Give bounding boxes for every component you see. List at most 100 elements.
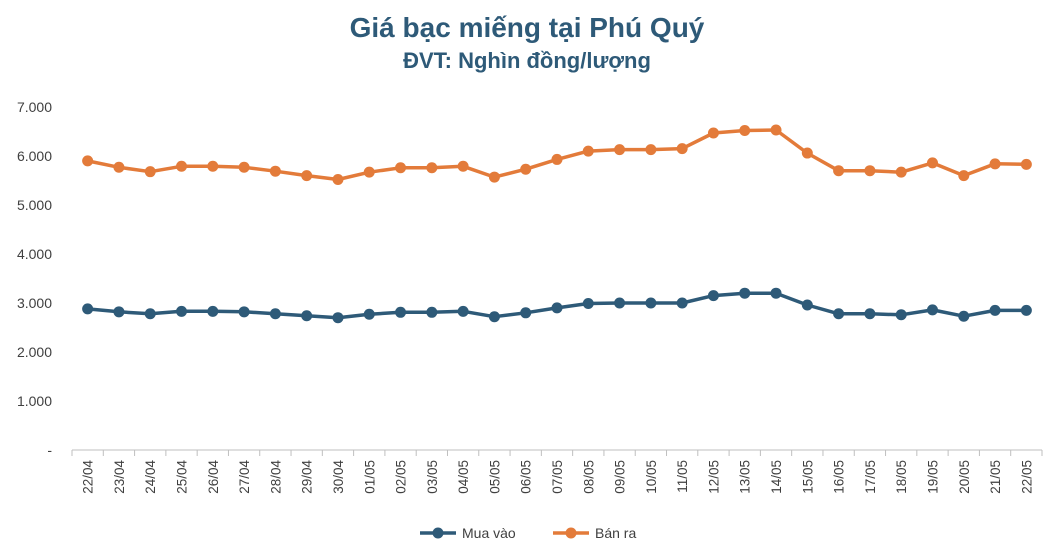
y-tick-label: 4.000 <box>17 246 52 262</box>
data-point <box>833 165 845 177</box>
data-point <box>989 304 1001 316</box>
data-point <box>113 161 125 173</box>
data-point <box>426 162 438 174</box>
x-tick-label: 04/05 <box>456 460 471 494</box>
data-point <box>770 124 782 136</box>
legend-label: Mua vào <box>462 525 516 541</box>
data-point <box>457 305 469 317</box>
x-tick-label: 22/05 <box>1019 460 1034 494</box>
y-tick-label: 5.000 <box>17 197 52 213</box>
data-point <box>895 166 907 178</box>
data-point <box>488 171 500 183</box>
data-point <box>989 158 1001 170</box>
data-point <box>926 157 938 169</box>
data-point <box>144 308 156 320</box>
data-point <box>614 297 626 309</box>
y-tick-label: 7.000 <box>17 99 52 115</box>
data-point <box>82 155 94 167</box>
data-point <box>238 306 250 318</box>
data-point <box>864 165 876 177</box>
data-point <box>926 304 938 316</box>
x-tick-label: 28/04 <box>268 460 283 494</box>
x-tick-label: 14/05 <box>769 460 784 494</box>
data-point <box>238 161 250 173</box>
data-point <box>739 287 751 299</box>
chart-subtitle: ĐVT: Nghìn đồng/lượng <box>403 48 651 73</box>
y-tick-label: - <box>47 442 52 458</box>
data-point <box>269 165 281 177</box>
x-tick-label: 02/05 <box>394 460 409 494</box>
data-point <box>1020 304 1032 316</box>
data-point <box>395 306 407 318</box>
x-tick-label: 13/05 <box>738 460 753 494</box>
x-tick-label: 22/04 <box>81 460 96 494</box>
data-point <box>582 297 594 309</box>
data-point <box>801 299 813 311</box>
data-point <box>707 127 719 139</box>
x-tick-label: 15/05 <box>800 460 815 494</box>
legend-swatch-marker <box>565 527 577 539</box>
data-point <box>770 287 782 299</box>
data-point <box>1020 158 1032 170</box>
data-point <box>676 297 688 309</box>
data-point <box>520 307 532 319</box>
x-tick-label: 29/04 <box>300 460 315 494</box>
y-tick-label: 3.000 <box>17 295 52 311</box>
legend-label: Bán ra <box>595 525 636 541</box>
x-tick-label: 01/05 <box>362 460 377 494</box>
y-tick-label: 1.000 <box>17 393 52 409</box>
data-point <box>488 311 500 323</box>
data-point <box>301 170 313 182</box>
data-point <box>176 305 188 317</box>
data-point <box>707 290 719 302</box>
x-tick-label: 05/05 <box>487 460 502 494</box>
data-point <box>176 160 188 172</box>
x-tick-label: 18/05 <box>894 460 909 494</box>
x-tick-label: 06/05 <box>519 460 534 494</box>
data-point <box>426 306 438 318</box>
x-tick-label: 07/05 <box>550 460 565 494</box>
data-point <box>144 166 156 178</box>
data-point <box>207 305 219 317</box>
data-point <box>207 160 219 172</box>
x-tick-label: 16/05 <box>832 460 847 494</box>
x-tick-label: 12/05 <box>706 460 721 494</box>
x-tick-label: 24/04 <box>143 460 158 494</box>
data-point <box>363 166 375 178</box>
data-point <box>645 144 657 156</box>
data-point <box>82 303 94 315</box>
data-point <box>332 174 344 186</box>
x-tick-label: 11/05 <box>675 460 690 493</box>
data-point <box>551 153 563 165</box>
data-point <box>958 310 970 322</box>
x-tick-label: 19/05 <box>925 460 940 494</box>
data-point <box>520 163 532 175</box>
data-point <box>958 170 970 182</box>
x-tick-label: 30/04 <box>331 460 346 494</box>
data-point <box>332 312 344 324</box>
data-point <box>895 309 907 321</box>
x-tick-label: 08/05 <box>581 460 596 494</box>
y-tick-label: 6.000 <box>17 148 52 164</box>
x-tick-label: 21/05 <box>988 460 1003 494</box>
data-point <box>582 145 594 157</box>
data-point <box>363 308 375 320</box>
x-tick-label: 09/05 <box>613 460 628 494</box>
data-point <box>833 308 845 320</box>
x-tick-label: 27/04 <box>237 460 252 494</box>
data-point <box>301 310 313 322</box>
data-point <box>269 308 281 320</box>
x-tick-label: 17/05 <box>863 460 878 494</box>
data-point <box>457 160 469 172</box>
chart-title-block: Giá bạc miếng tại Phú Quý ĐVT: Nghìn đồn… <box>0 10 1054 76</box>
x-tick-label: 03/05 <box>425 460 440 494</box>
data-point <box>864 308 876 320</box>
data-point <box>395 162 407 174</box>
legend-swatch-marker <box>432 527 444 539</box>
data-point <box>645 297 657 309</box>
data-point <box>801 147 813 159</box>
x-tick-label: 10/05 <box>644 460 659 494</box>
x-tick-label: 23/04 <box>112 460 127 494</box>
data-point <box>551 302 563 314</box>
